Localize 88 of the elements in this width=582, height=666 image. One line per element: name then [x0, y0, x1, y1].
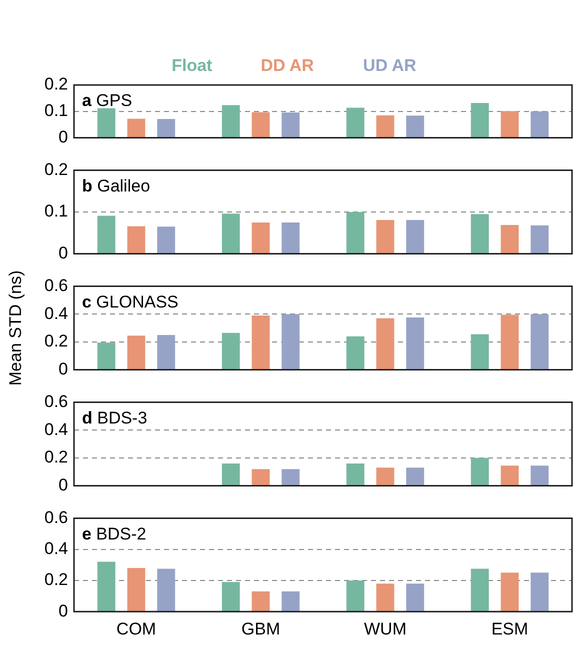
y-tick-label: 0	[58, 601, 68, 620]
bar	[252, 469, 270, 486]
bar	[252, 591, 270, 612]
y-tick-label: 0.4	[44, 420, 68, 439]
bar	[500, 572, 519, 612]
bar	[282, 314, 300, 370]
bar	[157, 568, 176, 612]
chart-title: c GLONASS	[82, 292, 178, 312]
bar	[500, 314, 519, 370]
bar	[97, 562, 116, 612]
bar	[500, 466, 519, 486]
y-tick-label: 0.2	[44, 74, 68, 94]
bar	[406, 584, 424, 612]
bar	[222, 214, 240, 254]
x-tick-label: WUM	[364, 619, 406, 638]
bar	[222, 332, 240, 370]
x-tick-label: GBM	[241, 619, 280, 638]
bar	[376, 318, 394, 370]
bar	[157, 334, 176, 370]
bar	[376, 584, 394, 612]
bar	[282, 112, 300, 138]
bar	[127, 226, 146, 254]
y-tick-label: 0.6	[44, 508, 68, 527]
bar	[530, 225, 549, 254]
bar	[470, 214, 489, 254]
bar	[376, 115, 394, 138]
bar	[470, 334, 489, 370]
bar	[470, 458, 489, 486]
bar	[282, 222, 300, 254]
y-tick-label: 0.4	[44, 304, 68, 323]
bar	[157, 226, 176, 254]
y-tick-label: 0.2	[44, 448, 68, 467]
y-tick-label: 0.1	[44, 101, 68, 120]
bar	[346, 464, 364, 486]
bar	[500, 111, 519, 138]
chart-title: e BDS-2	[82, 524, 146, 544]
bar	[500, 224, 519, 254]
y-tick-label: 0	[58, 359, 68, 378]
y-tick-label: 0.1	[44, 202, 68, 221]
bar	[97, 342, 116, 370]
chart-title: d BDS-3	[82, 408, 148, 428]
bar	[530, 111, 549, 138]
y-tick-label: 0.4	[44, 539, 68, 558]
bar	[252, 315, 270, 370]
y-axis-title: Mean STD (ns)	[6, 270, 26, 386]
bar	[346, 580, 364, 612]
bar	[222, 582, 240, 612]
bar	[222, 105, 240, 138]
bar	[530, 572, 549, 612]
bar	[470, 102, 489, 138]
series-label: Float	[172, 56, 213, 76]
chart-title: b Galileo	[82, 176, 150, 196]
text: UD AR	[363, 56, 416, 76]
bar	[252, 222, 270, 254]
bar	[406, 468, 424, 486]
bar	[530, 466, 549, 486]
bar	[346, 212, 364, 254]
bar	[376, 220, 394, 254]
bar	[97, 108, 116, 138]
bar	[127, 336, 146, 370]
text: DD AR	[260, 56, 314, 76]
y-tick-label: 0	[58, 127, 68, 146]
bar	[252, 112, 270, 138]
y-tick-label: 0.2	[44, 160, 68, 179]
y-tick-label: 0.6	[44, 392, 68, 411]
bar	[97, 216, 116, 254]
x-tick-label: COM	[116, 619, 156, 638]
bar	[376, 468, 394, 486]
bar	[222, 464, 240, 486]
bar	[282, 469, 300, 486]
bar	[530, 314, 549, 370]
bar	[406, 116, 424, 138]
chart-title: a GPS	[82, 91, 132, 110]
y-tick-label: 0.2	[44, 332, 68, 351]
bar	[406, 220, 424, 254]
bar	[346, 108, 364, 138]
bar	[127, 568, 146, 612]
bar	[157, 119, 176, 138]
bar	[346, 336, 364, 370]
y-tick-label: 0	[58, 243, 68, 262]
y-tick-label: 0.2	[44, 570, 68, 590]
bar	[282, 591, 300, 612]
y-tick-label: 0	[58, 475, 68, 494]
y-tick-label: 0.6	[44, 276, 68, 295]
bar	[470, 568, 489, 612]
x-tick-label: ESM	[491, 619, 528, 638]
bar	[406, 318, 424, 370]
bar	[127, 118, 146, 138]
